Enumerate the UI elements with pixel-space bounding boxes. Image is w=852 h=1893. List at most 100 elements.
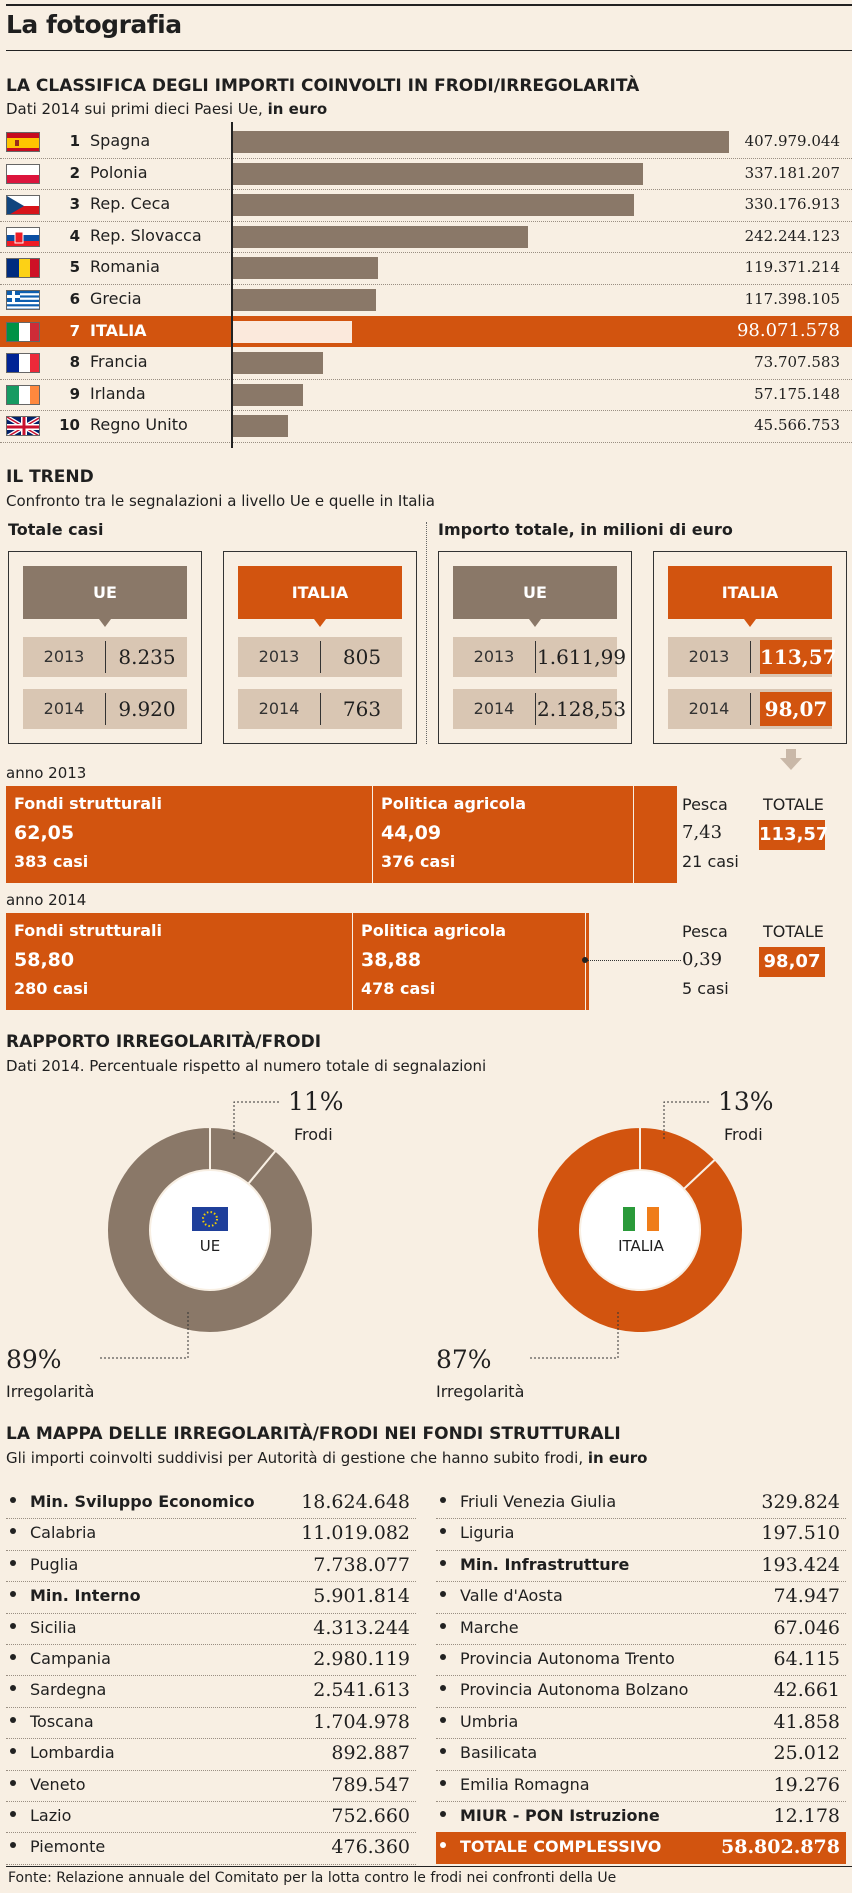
trend-divider bbox=[750, 641, 751, 673]
ranking-chart: 1 Spagna 407.979.044 2 Polonia 337.181.207 3 Re… bbox=[0, 126, 852, 444]
mappa-row: Basilicata 25.012 bbox=[436, 1738, 846, 1771]
mappa-value: 752.660 bbox=[331, 1805, 410, 1827]
mappa-row: Calabria 11.019.082 bbox=[6, 1518, 416, 1551]
ranking-value: 242.244.123 bbox=[744, 226, 840, 245]
trend-year: 2013 bbox=[688, 647, 730, 666]
trend-left-label: Totale casi bbox=[8, 520, 104, 539]
bullet-icon bbox=[10, 1811, 16, 1817]
france-flag-icon bbox=[6, 353, 40, 374]
ue-irr-pct: 89% bbox=[6, 1345, 62, 1374]
mappa-name: Min. Sviluppo Economico bbox=[30, 1492, 255, 1511]
mappa-name: Sardegna bbox=[30, 1680, 107, 1700]
pesca-value-2014: 0,39 bbox=[682, 949, 723, 970]
mappa-name: Liguria bbox=[460, 1523, 515, 1543]
donut-slice-frodi bbox=[639, 1125, 717, 1191]
rapporto-subtitle: Dati 2014. Percentuale rispetto al numer… bbox=[6, 1057, 487, 1075]
ranking-bar bbox=[233, 320, 353, 343]
mappa-row: Campania 2.980.119 bbox=[6, 1644, 416, 1677]
trend-value: 8.235 bbox=[118, 645, 176, 669]
trend-row: 2014 9.920 bbox=[23, 689, 187, 729]
mappa-value: 193.424 bbox=[761, 1553, 840, 1576]
mappa-value: 25.012 bbox=[773, 1742, 840, 1765]
bullet-icon bbox=[440, 1497, 446, 1503]
ranking-value: 407.979.044 bbox=[744, 132, 840, 150]
ranking-country: Romania bbox=[90, 257, 160, 277]
trend-box-casi-italia: ITALIA 2013 805 2014 763 bbox=[223, 551, 417, 744]
mappa-name: Provincia Autonoma Trento bbox=[460, 1649, 675, 1668]
pesca-cases-2014: 5 casi bbox=[682, 979, 729, 998]
ranking-value: 73.707.583 bbox=[754, 353, 840, 372]
mappa-row: Puglia 7.738.077 bbox=[6, 1550, 416, 1583]
bullet-icon bbox=[440, 1654, 446, 1660]
eu-flag-icon bbox=[192, 1207, 228, 1231]
bullet-icon bbox=[10, 1748, 16, 1755]
bullet-icon bbox=[440, 1716, 446, 1723]
ranking-value: 57.175.148 bbox=[754, 384, 840, 403]
ranking-country: Spagna bbox=[90, 131, 151, 150]
totale-label-2013: TOTALE bbox=[763, 795, 824, 814]
ireland-flag-icon bbox=[623, 1207, 659, 1231]
year-2013-label: anno 2013 bbox=[6, 764, 87, 782]
donut-ue-center: UE bbox=[199, 1237, 221, 1255]
romania-flag-icon bbox=[6, 258, 40, 279]
mappa-row: Provincia Autonoma Bolzano 42.661 bbox=[436, 1675, 846, 1708]
totale-value-2014: 98,07 bbox=[759, 947, 825, 977]
mappa-value: 1.704.978 bbox=[313, 1710, 410, 1733]
pesca-bar-2013 bbox=[634, 786, 677, 883]
ranking-row: 5 Romania 119.371.214 bbox=[0, 252, 852, 285]
ireland-flag-icon bbox=[6, 384, 40, 405]
trend-box-header: ITALIA bbox=[668, 566, 832, 627]
mappa-value: 64.115 bbox=[773, 1648, 840, 1670]
ranking-country: Regno Unito bbox=[90, 415, 188, 435]
mappa-value: 19.276 bbox=[773, 1773, 840, 1796]
trend-box-header: UE bbox=[23, 566, 187, 627]
mappa-name: Friuli Venezia Giulia bbox=[460, 1492, 617, 1511]
mappa-name: Lombardia bbox=[30, 1743, 115, 1763]
ranking-row: 2 Polonia 337.181.207 bbox=[0, 158, 852, 191]
mappa-row: Umbria 41.858 bbox=[436, 1707, 846, 1740]
czech-flag-icon bbox=[6, 195, 40, 216]
year-2014-label: anno 2014 bbox=[6, 891, 87, 909]
trend-box-casi-ue: UE 2013 8.235 2014 9.920 bbox=[8, 551, 202, 744]
trend-row: 2013 805 bbox=[238, 637, 402, 677]
ranking-rank: 2 bbox=[69, 163, 80, 182]
trend-year: 2014 bbox=[258, 699, 300, 718]
trend-year: 2013 bbox=[473, 647, 515, 666]
mappa-name: Sicilia bbox=[30, 1617, 77, 1637]
bullet-icon bbox=[440, 1685, 446, 1692]
page-title: La fotografia bbox=[6, 10, 182, 39]
mappa-name: Toscana bbox=[30, 1711, 94, 1731]
donut-charts bbox=[100, 1101, 744, 1359]
ranking-bar bbox=[233, 257, 379, 280]
mappa-name: Valle d'Aosta bbox=[460, 1586, 563, 1606]
down-arrow-icon bbox=[780, 749, 802, 771]
ranking-value: 119.371.214 bbox=[744, 258, 840, 277]
trend-year: 2014 bbox=[688, 699, 730, 718]
greece-flag-icon bbox=[6, 290, 40, 310]
mappa-value: 892.887 bbox=[331, 1742, 410, 1765]
mappa-name: MIUR - PON Istruzione bbox=[460, 1806, 660, 1825]
ranking-rank: 9 bbox=[69, 384, 80, 403]
ranking-value: 330.176.913 bbox=[744, 195, 840, 214]
mappa-row: Piemonte 476.360 bbox=[6, 1832, 416, 1865]
pesca-connector bbox=[585, 960, 681, 961]
trend-value: 2.128,53 bbox=[537, 697, 627, 721]
ranking-country: Irlanda bbox=[90, 383, 146, 403]
trend-box-header: ITALIA bbox=[238, 566, 402, 627]
rapporto-title: RAPPORTO IRREGOLARITÀ/FRODI bbox=[6, 1032, 322, 1052]
mappa-row: Emilia Romagna 19.276 bbox=[436, 1770, 846, 1802]
ue-frodi-pct: 11% bbox=[288, 1087, 344, 1116]
uk-flag-icon bbox=[6, 416, 40, 437]
politica-agricola-2014: Politica agricola 38,88 478 casi bbox=[353, 913, 585, 1010]
bullet-icon bbox=[10, 1591, 16, 1598]
donut-ue bbox=[106, 1125, 314, 1334]
bullet-icon bbox=[440, 1811, 446, 1817]
bullet-icon bbox=[10, 1842, 16, 1849]
mappa-row: Sardegna 2.541.613 bbox=[6, 1675, 416, 1708]
trend-year: 2014 bbox=[473, 699, 515, 718]
mappa-name: Puglia bbox=[30, 1554, 79, 1574]
ranking-axis-line bbox=[231, 122, 233, 448]
trend-value: 9.920 bbox=[118, 697, 176, 721]
bullet-icon bbox=[10, 1559, 16, 1566]
ranking-country: Polonia bbox=[90, 162, 148, 182]
